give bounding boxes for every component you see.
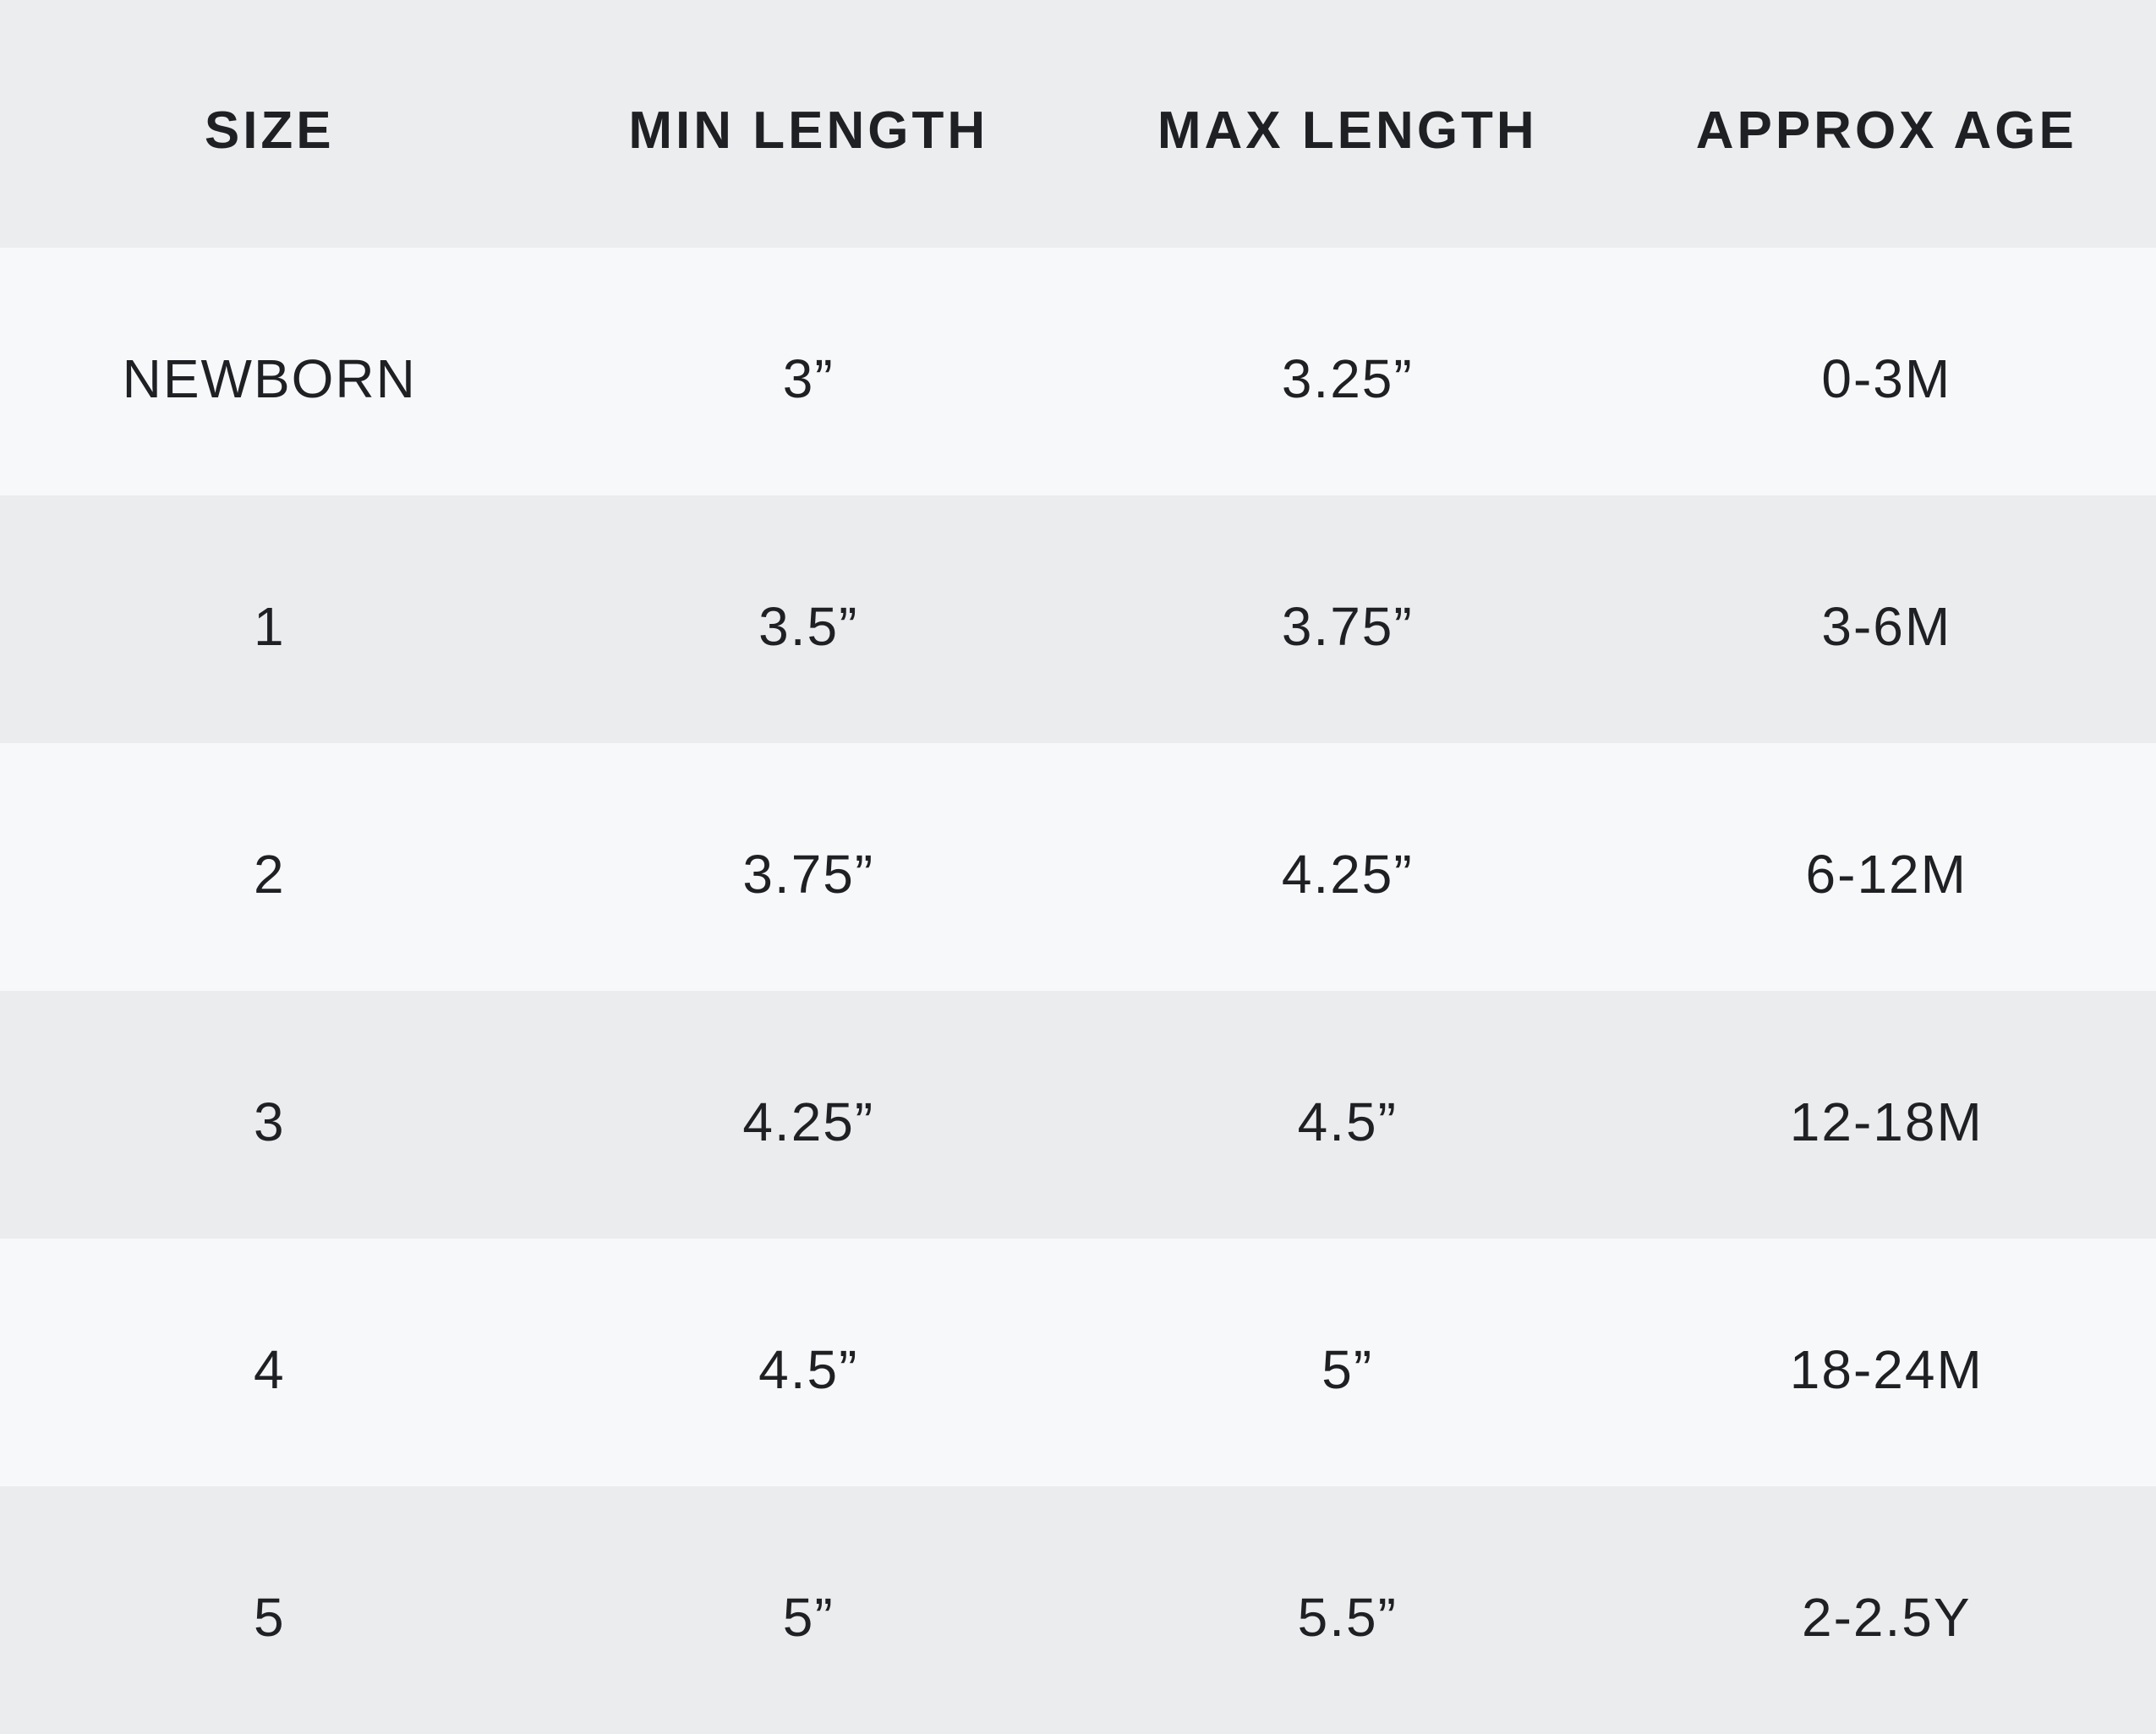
cell-approx-age: 0-3M [1821,347,1952,409]
cell-size: 5 [253,1586,286,1648]
cell-min-length: 3.5” [758,595,859,657]
cell-max-length: 4.25” [1281,843,1414,905]
cell-approx-age: 12-18M [1789,1091,1984,1152]
cell-max-length: 4.5” [1297,1091,1398,1152]
cell-approx-age: 6-12M [1805,843,1967,905]
cell-max-length: 5” [1322,1338,1374,1400]
cell-max-length: 3.75” [1281,595,1414,657]
cell-min-length: 3.75” [742,843,875,905]
table-row: 1 3.5” 3.75” 3-6M [0,495,2156,743]
cell-min-length: 5” [782,1586,834,1648]
header-cell-approx-age: APPROX AGE [1695,101,2077,160]
table-row: 3 4.25” 4.5” 12-18M [0,991,2156,1239]
cell-max-length: 3.25” [1281,347,1414,409]
cell-min-length: 4.5” [758,1338,859,1400]
table-header-row: SIZE MIN LENGTH MAX LENGTH APPROX AGE [0,0,2156,248]
cell-max-length: 5.5” [1297,1586,1398,1648]
table-row: 5 5” 5.5” 2-2.5Y [0,1486,2156,1734]
cell-size: 3 [253,1091,286,1152]
cell-min-length: 4.25” [742,1091,875,1152]
cell-approx-age: 2-2.5Y [1801,1586,1972,1648]
cell-size: 1 [253,595,286,657]
header-cell-min-length: MIN LENGTH [628,101,989,160]
cell-min-length: 3” [782,347,834,409]
cell-approx-age: 18-24M [1789,1338,1984,1400]
cell-size: NEWBORN [122,347,417,409]
table-row: 4 4.5” 5” 18-24M [0,1239,2156,1486]
cell-size: 4 [253,1338,286,1400]
table-row: 2 3.75” 4.25” 6-12M [0,743,2156,991]
header-cell-max-length: MAX LENGTH [1157,101,1538,160]
cell-size: 2 [253,843,286,905]
table-row: NEWBORN 3” 3.25” 0-3M [0,248,2156,495]
cell-approx-age: 3-6M [1821,595,1952,657]
header-cell-size: SIZE [204,101,335,160]
